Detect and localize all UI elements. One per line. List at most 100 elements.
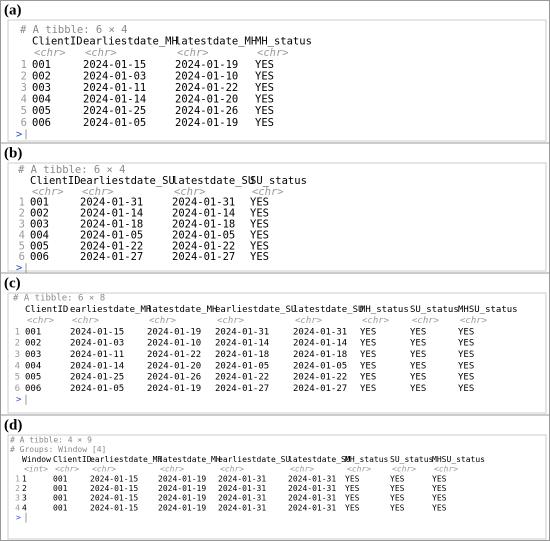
row-number: 3 <box>19 219 25 231</box>
cell: 2024-01-19 <box>175 59 238 71</box>
row-number: 5 <box>21 105 27 117</box>
cell: 2024-01-19 <box>175 117 238 129</box>
row-number: 4 <box>19 229 25 241</box>
cell: 2024-01-14 <box>172 208 235 220</box>
column-type: <chr> <box>55 465 79 474</box>
cell: 004 <box>32 94 51 106</box>
cell: YES <box>410 339 426 349</box>
cell: YES <box>410 361 426 371</box>
cell: 2024-01-27 <box>172 251 235 263</box>
cell: 2024-01-03 <box>83 70 146 82</box>
cell: 2024-01-31 <box>288 484 336 493</box>
panel: (a)# A tibble: 6 × 4ClientID<chr>earlies… <box>4 2 547 142</box>
row-number: 6 <box>21 117 27 129</box>
cell: 2024-01-19 <box>158 484 206 493</box>
cell: 2024-01-31 <box>172 197 235 209</box>
cell: 2024-01-19 <box>158 503 206 512</box>
cell: 006 <box>25 384 41 394</box>
cell: 2024-01-22 <box>215 373 269 383</box>
cell: YES <box>345 474 360 483</box>
cell: 2024-01-05 <box>293 361 347 371</box>
cell: 2024-01-20 <box>147 361 201 371</box>
column-name: MH_status <box>255 36 312 48</box>
panel-label: (a) <box>4 2 22 18</box>
column-type: <chr> <box>217 316 245 326</box>
row-number: 2 <box>15 484 20 493</box>
row-number: 3 <box>15 494 20 503</box>
cell: 2024-01-05 <box>215 361 269 371</box>
cell: 003 <box>32 82 51 94</box>
console <box>7 19 547 142</box>
cell: 2024-01-26 <box>175 105 238 117</box>
column-type: <chr> <box>295 316 323 326</box>
cell: YES <box>432 503 447 512</box>
cell: YES <box>360 373 376 383</box>
column-name: SU_status <box>390 455 434 464</box>
column-name: MH_status <box>360 305 409 315</box>
panel-label: (d) <box>4 417 22 433</box>
cell: YES <box>255 117 274 129</box>
cell: 2024-01-31 <box>293 327 347 337</box>
cell: YES <box>458 327 474 337</box>
cell: 2024-01-15 <box>83 59 146 71</box>
tibble-header: # A tibble: 6 × 4 <box>20 24 127 36</box>
panel: (b)# A tibble: 6 × 4ClientID<chr>earlies… <box>0 142 550 274</box>
row-number: 5 <box>15 373 20 383</box>
cell: 001 <box>30 197 49 209</box>
cell: 2024-01-05 <box>172 229 235 241</box>
cell: 2024-01-31 <box>218 503 266 512</box>
cell: 2024-01-20 <box>175 94 238 106</box>
cell: 2024-01-15 <box>90 503 138 512</box>
cell: 2024-01-14 <box>293 339 347 349</box>
row-number: 6 <box>15 384 20 394</box>
console <box>7 162 547 272</box>
row-number: 6 <box>19 251 25 263</box>
row-number: 3 <box>15 350 20 360</box>
cell: 2024-01-14 <box>215 339 269 349</box>
row-number: 1 <box>15 327 20 337</box>
tibble-header: # A tibble: 4 × 9 <box>10 436 92 445</box>
column-type: <chr> <box>85 47 117 59</box>
cell: YES <box>250 219 269 231</box>
column-name: earliestdate_MH <box>70 305 151 315</box>
cell: 2024-01-15 <box>90 484 138 493</box>
column-name: earliestdate_SU <box>80 175 175 187</box>
column-name: ClientID <box>30 175 81 187</box>
cell: 2024-01-31 <box>288 474 336 483</box>
column-name: earliestdate_MH <box>83 36 178 48</box>
cell: 2024-01-31 <box>218 494 266 503</box>
panel: (d) # A tibble: 4 × 9# Groups: Window [4]… <box>0 414 550 540</box>
cell: YES <box>390 503 405 512</box>
cell: 2024-01-31 <box>218 484 266 493</box>
cell: YES <box>458 384 474 394</box>
cell: YES <box>360 327 376 337</box>
cell: 2024-01-05 <box>70 384 124 394</box>
cell: 2024-01-25 <box>70 373 124 383</box>
cell: 2024-01-11 <box>83 82 146 94</box>
column-name: MH_status <box>345 455 389 464</box>
cell: 2024-01-18 <box>293 350 347 360</box>
cell: 2024-01-27 <box>215 384 269 394</box>
column-type: <chr> <box>460 316 488 326</box>
cell: YES <box>255 82 274 94</box>
column-type: <chr> <box>412 316 440 326</box>
cell: 2024-01-22 <box>172 240 235 252</box>
row-number: 4 <box>15 361 20 371</box>
cell: 004 <box>30 229 49 241</box>
row-number: 2 <box>21 70 27 82</box>
cell: 2024-01-18 <box>215 350 269 360</box>
cell: 2024-01-05 <box>80 229 143 241</box>
cell: 2024-01-10 <box>147 339 201 349</box>
row-number: 4 <box>21 94 27 106</box>
cell: YES <box>458 350 474 360</box>
cell: 2024-01-31 <box>218 474 266 483</box>
column-name: latestdate_SU <box>172 175 254 187</box>
cell: 2024-01-19 <box>158 494 206 503</box>
cell: YES <box>250 208 269 220</box>
row-number: 1 <box>15 474 20 483</box>
cell: YES <box>255 94 274 106</box>
column-type: <chr> <box>257 47 289 59</box>
cell: YES <box>410 384 426 394</box>
cell: 2024-01-03 <box>70 339 124 349</box>
cell: 006 <box>30 251 49 263</box>
